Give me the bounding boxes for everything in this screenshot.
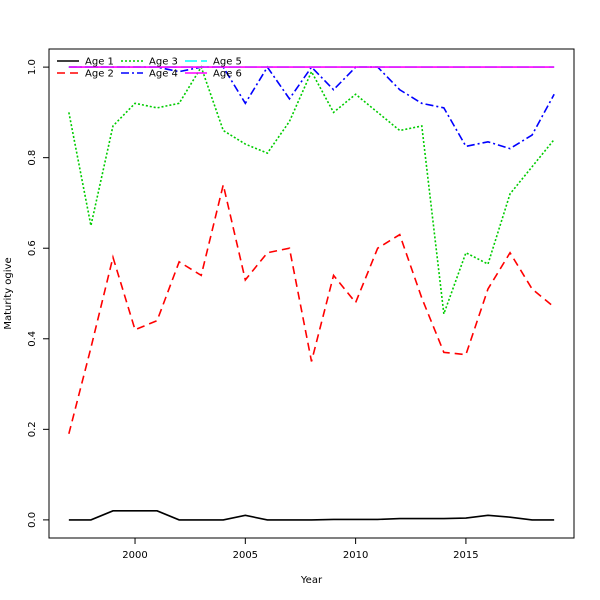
y-tick-label: 0.6	[27, 240, 38, 256]
x-tick-label: 2000	[122, 550, 147, 561]
x-axis: 2000 2005 2010 2015	[122, 538, 479, 561]
plot-frame	[48, 48, 575, 539]
legend-label-age-2: Age 2	[85, 69, 114, 80]
y-tick-label: 1.0	[27, 59, 38, 75]
series-line-age-2	[68, 184, 555, 435]
series-layer	[68, 65, 555, 521]
series-line-age-1	[68, 510, 555, 521]
legend-label-age-4: Age 4	[149, 69, 178, 80]
y-axis: 0.0 0.2 0.4 0.6 0.8 1.0	[27, 59, 49, 528]
y-tick-label: 0.2	[27, 421, 38, 437]
x-tick-label: 2015	[453, 550, 478, 561]
y-tick-label: 0.0	[27, 512, 38, 528]
legend-label-age-6: Age 6	[213, 69, 242, 80]
legend-label-age-3: Age 3	[149, 57, 178, 68]
y-tick-label: 0.4	[27, 331, 38, 347]
y-tick-label: 0.8	[27, 150, 38, 166]
x-tick-label: 2010	[343, 550, 368, 561]
y-axis-label: Maturity ogive	[3, 257, 14, 329]
legend-label-age-5: Age 5	[213, 57, 242, 68]
x-tick-label: 2005	[233, 550, 258, 561]
x-axis-label: Year	[300, 575, 323, 586]
legend-label-age-1: Age 1	[85, 57, 114, 68]
